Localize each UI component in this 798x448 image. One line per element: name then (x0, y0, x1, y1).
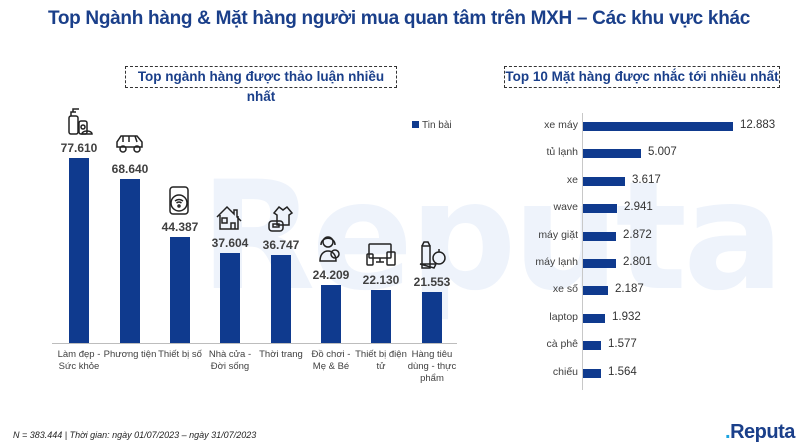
bar (120, 179, 140, 343)
bar-value-label: 2.872 (623, 228, 652, 241)
y-axis (582, 113, 583, 390)
category-label: xe máy (544, 119, 578, 131)
bar-value-label: 2.187 (615, 283, 644, 296)
footer-note: N = 383.444 | Thời gian: ngày 01/07/2023… (13, 430, 257, 440)
bar (583, 231, 616, 241)
bar-value-label: 1.932 (612, 310, 641, 323)
groceries-icon (419, 241, 446, 269)
page-title: Top Ngành hàng & Mặt hàng người mua quan… (47, 8, 751, 29)
category-label: cà phê (546, 338, 578, 351)
bar-value-label: 36.747 (262, 238, 300, 252)
bar-value-label: 3.617 (632, 173, 661, 186)
right-chart-title: Top 10 Mặt hàng được nhắc tới nhiều nhất (504, 66, 780, 88)
mother-baby-icon (319, 236, 340, 262)
bar (583, 204, 617, 214)
bar-value-label: 2.801 (623, 256, 652, 268)
legend-swatch (412, 121, 419, 128)
left-chart-title: Top ngành hàng được thảo luận nhiều nhất (125, 66, 397, 104)
bar (583, 122, 733, 131)
bar (321, 285, 341, 343)
house-icon (216, 205, 242, 230)
bar (220, 253, 240, 343)
category-label: xe (566, 173, 578, 186)
legend-label: Tin bài (422, 120, 452, 131)
bar-value-label: 12.883 (740, 119, 776, 131)
category-label: Làm đẹp - Sức khỏe (57, 349, 101, 372)
bar-value-label: 24.209 (312, 268, 350, 282)
bar (422, 292, 442, 343)
bar-value-label: 44.387 (161, 220, 199, 234)
bar (271, 255, 291, 343)
bar-value-label: 37.604 (211, 236, 249, 250)
category-label: Nhà cửa - Đời sống (208, 349, 252, 372)
bar-value-label: 5.007 (648, 146, 677, 159)
cosmetics-icon (68, 108, 93, 135)
watermark: Reputa (200, 150, 784, 324)
car-icon (116, 135, 143, 153)
category-label: Phương tiện (103, 349, 157, 360)
category-label: laptop (549, 310, 578, 323)
legend: Tin bài (412, 120, 452, 131)
clothing-bag-icon (268, 205, 294, 232)
smartphone-wifi-icon (169, 186, 189, 215)
category-label: máy lạnh (535, 256, 578, 268)
reputa-logo: .Reputa (725, 421, 795, 443)
x-axis (52, 343, 457, 344)
category-label: Đồ chơi - Mẹ & Bé (311, 349, 351, 372)
bar (583, 368, 601, 378)
bar (371, 290, 391, 343)
bar-value-label: 1.577 (608, 338, 637, 351)
bar-value-label: 68.640 (111, 162, 149, 176)
category-label: xe số (552, 283, 578, 296)
category-label: Hàng tiêu dùng - thực phẩm (407, 349, 457, 384)
bar (583, 176, 625, 186)
bar (583, 313, 605, 323)
bar-value-label: 22.130 (362, 273, 400, 287)
bar (583, 259, 616, 268)
bar (583, 286, 608, 296)
category-label: Thời trang (259, 349, 303, 360)
bar-value-label: 21.553 (413, 275, 451, 289)
bar-value-label: 1.564 (608, 365, 637, 378)
bar-value-label: 2.941 (624, 201, 653, 214)
category-label: tủ lạnh (546, 146, 578, 159)
devices-icon (366, 243, 396, 266)
bar (583, 341, 601, 351)
bar (583, 149, 641, 159)
category-label: chiếu (552, 365, 578, 378)
category-label: wave (553, 201, 578, 214)
category-label: Thiết bị số (158, 349, 202, 360)
category-label: máy giặt (538, 228, 578, 241)
bar-value-label: 77.610 (60, 141, 98, 155)
category-label: Thiết bị điện tử (355, 349, 407, 372)
bar (69, 158, 89, 343)
bar (170, 237, 190, 343)
